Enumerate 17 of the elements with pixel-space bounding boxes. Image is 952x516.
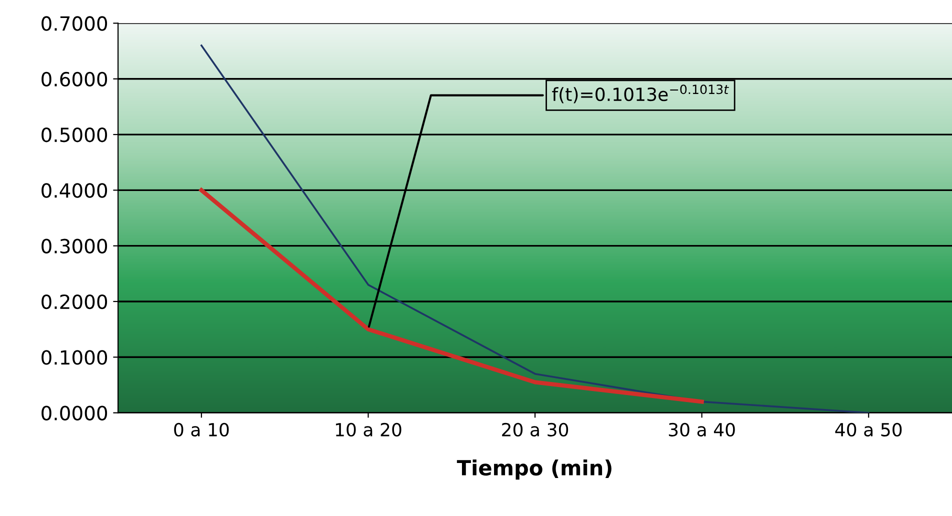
x-axis-title: Tiempo (min) [456, 459, 612, 480]
line-series [200, 44, 870, 413]
y-tick-label: 0.5000 [42, 127, 108, 142]
x-tick-label: 20 a 30 [502, 422, 568, 436]
y-tick-label: 0.4000 [42, 183, 108, 198]
x-tick-label: 0 a 10 [174, 422, 229, 436]
y-tick-label: 0.2000 [42, 294, 108, 310]
y-tick-label: 0.6000 [42, 72, 108, 87]
annotation: f(t)=0.1013e$^{−0.1013t}$ [552, 84, 729, 104]
y-tick-label: 0.0000 [42, 406, 108, 420]
y-tick-label: 0.3000 [42, 238, 108, 254]
x-tick-label: 40 a 50 [835, 422, 902, 436]
x-tick-label: 30 a 40 [668, 422, 735, 436]
y-tick-label: 0.1000 [42, 350, 108, 365]
x-tick-label: 10 a 20 [336, 422, 402, 436]
line-series [199, 188, 704, 404]
y-tick-label: 0.7000 [42, 16, 108, 31]
